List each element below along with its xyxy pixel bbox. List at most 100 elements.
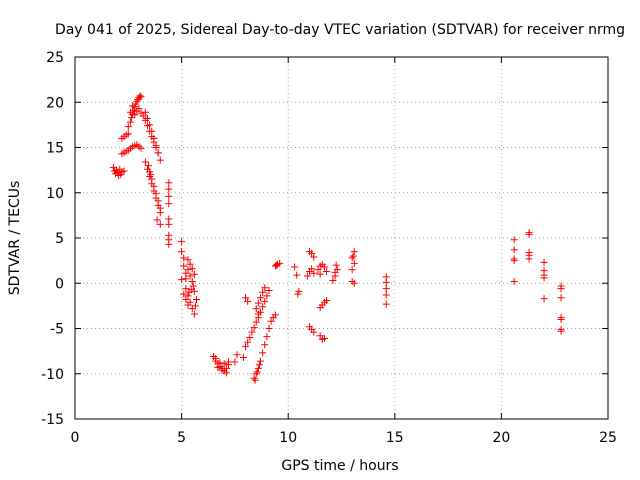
data-point <box>308 265 316 273</box>
x-tick-label: 25 <box>599 430 617 446</box>
data-point <box>557 315 565 323</box>
data-point <box>252 318 260 326</box>
data-point <box>137 144 145 152</box>
axis-tick-labels: 0 5 10 15 20 25 -15 -10 -5 0 5 10 15 20 25 <box>41 50 617 446</box>
data-point <box>188 277 196 285</box>
data-point <box>136 92 144 100</box>
data-point <box>310 328 318 336</box>
data-point <box>222 369 230 377</box>
data-point <box>218 366 226 374</box>
data-point <box>156 156 164 164</box>
data-point <box>254 310 262 318</box>
data-point <box>557 294 565 302</box>
data-point <box>214 363 222 371</box>
data-point <box>246 334 254 342</box>
data-point <box>254 364 262 372</box>
data-point <box>146 121 154 129</box>
data-point <box>259 288 267 296</box>
data-point <box>263 292 271 300</box>
x-tick-label: 0 <box>71 430 80 446</box>
data-point <box>263 333 271 341</box>
data-point <box>320 263 328 271</box>
data-point <box>186 260 194 268</box>
data-point <box>293 271 301 279</box>
data-point <box>244 297 252 305</box>
data-point <box>242 343 250 351</box>
data-point <box>130 106 138 114</box>
data-point <box>265 325 273 332</box>
data-point <box>316 332 324 340</box>
data-point <box>294 290 302 298</box>
data-point <box>178 238 186 246</box>
data-point <box>557 285 565 293</box>
data-point <box>143 115 151 123</box>
data-point <box>178 276 186 284</box>
data-point <box>190 270 198 278</box>
data-point <box>310 269 318 277</box>
data-point <box>256 357 264 365</box>
data-point <box>350 248 358 256</box>
grid-lines <box>75 57 608 419</box>
data-points <box>109 92 565 384</box>
data-point <box>129 102 137 110</box>
data-point <box>242 294 250 302</box>
data-point <box>267 317 275 325</box>
data-point <box>156 204 164 212</box>
data-point <box>180 290 188 298</box>
data-point <box>382 291 390 299</box>
data-point <box>165 220 173 228</box>
data-point <box>231 358 239 366</box>
data-point <box>184 266 192 274</box>
data-point <box>291 263 299 271</box>
axis-ticks <box>74 56 609 420</box>
data-point <box>303 272 311 280</box>
data-point <box>382 300 390 308</box>
y-axis-label: SDTVAR / TECUs <box>7 181 23 296</box>
y-tick-label: -5 <box>50 322 64 338</box>
data-point <box>124 130 132 138</box>
data-point <box>135 105 143 113</box>
data-point <box>382 285 390 293</box>
data-point <box>271 311 279 319</box>
data-point <box>148 127 156 135</box>
data-point <box>540 295 548 303</box>
data-point <box>323 267 331 275</box>
data-point <box>261 284 269 292</box>
data-point <box>154 197 162 205</box>
data-point <box>310 253 318 261</box>
data-point <box>259 303 267 311</box>
y-tick-label: -10 <box>41 367 64 383</box>
data-point <box>252 370 260 378</box>
data-point <box>147 171 155 179</box>
data-point <box>510 277 518 285</box>
data-point <box>261 297 269 305</box>
data-point <box>254 299 262 307</box>
data-point <box>251 376 259 384</box>
data-point <box>252 305 260 313</box>
data-point <box>350 279 358 287</box>
data-point <box>165 200 173 208</box>
data-point <box>120 167 128 175</box>
data-point <box>139 112 147 120</box>
data-point <box>184 292 192 300</box>
data-point <box>250 324 258 332</box>
data-point <box>314 266 322 274</box>
data-point <box>137 93 145 101</box>
data-point <box>165 179 173 187</box>
data-point <box>153 216 161 224</box>
data-point <box>165 240 173 248</box>
data-point <box>185 288 193 296</box>
y-tick-label: 15 <box>46 141 64 157</box>
y-tick-label: 25 <box>46 50 64 66</box>
data-point <box>193 296 201 304</box>
y-tick-label: 5 <box>55 231 64 247</box>
data-point <box>255 361 263 369</box>
data-point <box>190 310 198 318</box>
data-point <box>510 246 518 254</box>
data-point <box>225 358 233 366</box>
data-point <box>148 175 156 183</box>
data-point <box>133 97 141 105</box>
data-point <box>220 360 228 368</box>
data-point <box>348 266 356 274</box>
